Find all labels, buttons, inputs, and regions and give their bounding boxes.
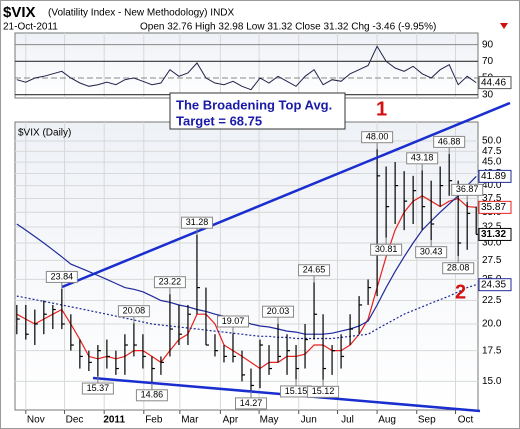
annotation-box [415,246,448,259]
annotation-label: 20.03 [267,306,290,316]
x-tick-label: Mar [181,415,199,426]
y-tick-label: 70 [482,56,494,67]
moving-average [16,195,477,370]
annotation-label: 30.81 [375,244,398,254]
symbol-name: (Volatility Index - New Methodology) IND… [48,8,235,19]
annotation-box [153,276,186,289]
y-tick-label: 27.5 [482,255,502,266]
price-panel [14,121,479,411]
y-tick-label: 32.5 [482,222,502,233]
x-tick-label: Aug [378,415,396,426]
rsi-panel [14,32,479,99]
y-tick-label: 22.5 [482,295,502,306]
annotation-box [117,305,150,318]
annotation-box [45,270,78,283]
value-tag-box [478,227,512,241]
annotation-label: 43.18 [411,153,434,163]
annotation-label: 48.00 [366,132,389,142]
value-tag-box [478,200,512,214]
annotation-box [135,389,168,402]
annotation-box [307,385,340,398]
annotation-label: 28.08 [447,263,470,273]
x-tick-label: May [260,415,279,426]
y-tick-label: 47.5 [482,146,502,157]
date: 21-Oct-2011 [3,22,58,33]
x-tick-label: Jun [301,415,317,426]
annotation-box [262,305,295,318]
target-line: Target = 68.75 [176,113,262,128]
y-tick-label: 37.5 [482,193,502,204]
x-tick-label: Dec [66,415,84,426]
annotation-label: 20.08 [123,306,146,316]
symbol: $VIX [3,4,36,21]
annotation-label: 23.22 [159,277,182,287]
annotation-label: 36.87 [456,184,479,194]
y-tick-label: 30.0 [482,238,502,249]
x-tick-label: Oct [458,415,474,426]
upper-trendline [61,101,511,289]
annotation-label: 15.37 [87,383,110,393]
x-tick-label: 2011 [103,415,125,426]
annotation-box [216,315,249,328]
value-tag-box [478,278,512,292]
annotation-label: 14.86 [141,390,164,400]
annotation-label: 46.88 [438,136,461,146]
annotation-label: 23.84 [51,271,74,281]
y-tick-label: 90 [482,39,494,50]
annotation-box [370,243,403,256]
x-tick-label: Sep [418,415,436,426]
annotation-label: 24.65 [303,265,326,275]
panel-title: $VIX (Daily) [18,128,71,139]
annotation-box [433,135,466,148]
value-tag-box [478,169,512,183]
annotation-label: 15.15 [285,386,308,396]
wave-label: 1 [376,98,387,120]
y-tick-label: 45.0 [482,157,502,168]
annotation-label: 14.27 [240,398,263,408]
annotation-box [235,397,268,410]
annotation-label: 31.28 [186,217,209,227]
target-box [169,92,346,130]
rsi-line [16,45,477,91]
wave-label: 2 [455,281,466,303]
annotation-label: 15.12 [312,386,335,396]
annotation-box [406,152,439,165]
y-tick-label: 20.0 [482,319,502,330]
moving-average [16,284,477,340]
value-tag: 44.46 [481,77,506,88]
y-tick-label: 40.0 [482,180,502,191]
y-tick-label: 17.5 [482,345,502,356]
value-tag: 24.35 [481,279,506,290]
quote: Open 32.76 High 32.98 Low 31.32 Close 31… [140,22,436,33]
annotation-box [442,262,475,275]
annotation-box [361,131,394,144]
annotation-box [451,183,484,196]
value-tag-box [478,76,512,90]
annotation-box [81,382,114,395]
value-tag: 31.32 [481,229,506,240]
x-tick-label: Jul [341,415,354,426]
x-tick-label: Feb [145,415,163,426]
x-tick-label: Nov [27,415,45,426]
annotation-label: 19.07 [222,316,245,326]
y-tick-label: 50.0 [482,136,502,147]
annotation-box [298,264,331,277]
down-arrow [500,23,508,29]
annotation-box [180,216,213,229]
x-tick-label: Apr [223,415,239,426]
value-tag: 41.89 [481,171,506,182]
value-tag: 35.87 [481,202,506,213]
annotation-label: 30.43 [420,247,443,257]
y-tick-label: 30 [482,89,494,100]
target-line: The Broadening Top Avg. [176,97,332,112]
y-tick-label: 15.0 [482,376,502,387]
